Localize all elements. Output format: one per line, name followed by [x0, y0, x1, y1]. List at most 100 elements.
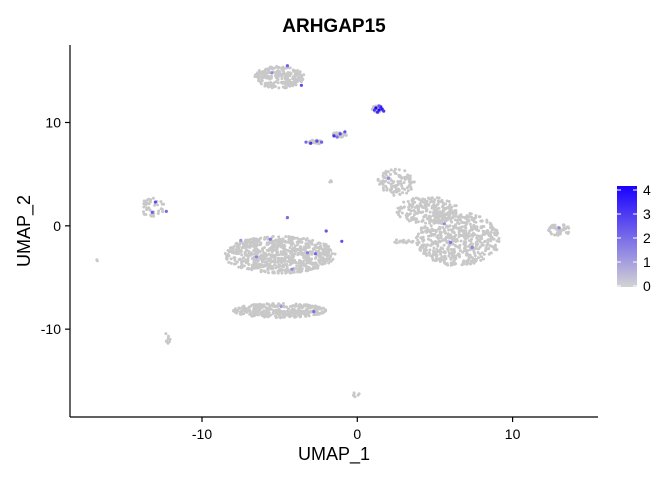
cell-point — [425, 226, 429, 230]
cell-point — [437, 200, 441, 204]
cell-point — [468, 253, 472, 257]
cell-point — [276, 250, 280, 254]
expressed-cell-point — [372, 108, 376, 112]
cell-point — [276, 78, 280, 82]
cell-point — [480, 219, 484, 223]
cell-point — [454, 214, 458, 218]
cell-point — [444, 235, 448, 239]
cell-point — [263, 263, 267, 267]
cell-point — [445, 225, 449, 229]
cell-point — [289, 72, 293, 76]
expressed-cell-point — [386, 176, 390, 180]
cell-point — [281, 252, 284, 256]
cell-point — [294, 267, 298, 271]
cell-point — [265, 84, 269, 87]
cell-point — [495, 239, 499, 243]
cell-point — [421, 200, 425, 204]
cell-point — [457, 232, 461, 236]
cell-point — [447, 245, 450, 249]
cell-point — [442, 230, 446, 234]
cell-point — [281, 68, 284, 72]
cell-point — [424, 221, 428, 225]
cell-point — [427, 196, 430, 200]
cell-point — [237, 244, 241, 248]
cell-point — [277, 253, 281, 257]
cell-point — [285, 264, 289, 268]
cell-point — [259, 236, 263, 240]
cell-point — [240, 265, 244, 269]
cell-point — [156, 203, 159, 207]
cell-point — [459, 218, 463, 222]
legend-colorbar — [617, 186, 637, 287]
cell-point — [301, 305, 304, 309]
cell-point — [247, 251, 251, 255]
cell-point — [298, 258, 301, 262]
cell-point — [449, 256, 453, 260]
cell-point — [424, 206, 428, 210]
cell-point — [476, 251, 480, 254]
cell-point — [458, 214, 462, 218]
cell-point — [316, 249, 320, 253]
cell-point — [399, 179, 403, 183]
cell-point — [149, 198, 153, 202]
cell-point — [489, 230, 493, 234]
cell-point — [478, 240, 482, 244]
cell-point — [252, 260, 256, 264]
cell-point — [242, 312, 246, 316]
cell-point — [562, 227, 566, 230]
cell-point — [397, 213, 401, 217]
cell-point — [282, 243, 286, 247]
cell-point — [468, 234, 471, 238]
cell-point — [489, 239, 493, 243]
cell-point — [447, 205, 451, 209]
expressed-cell-point — [313, 252, 317, 256]
cell-point — [251, 244, 255, 248]
cell-point — [438, 260, 442, 263]
cell-point — [261, 310, 265, 314]
cell-point — [553, 233, 557, 237]
cell-point — [395, 187, 399, 191]
cell-point — [284, 235, 288, 239]
cell-point — [279, 72, 283, 76]
expressed-cell-point — [377, 104, 381, 108]
cell-point — [306, 241, 310, 245]
cell-point — [414, 236, 418, 240]
cell-point — [305, 237, 309, 241]
cell-point — [247, 262, 251, 266]
cell-point — [439, 231, 442, 235]
cell-point — [429, 234, 433, 238]
cell-point — [319, 261, 323, 265]
cell-point — [288, 239, 292, 243]
cell-point — [225, 257, 229, 261]
cell-point — [316, 266, 320, 270]
cell-point — [268, 65, 272, 69]
cell-point — [237, 252, 241, 256]
cell-point — [426, 203, 430, 207]
x-axis-label: UMAP_1 — [298, 444, 370, 465]
cell-point — [417, 241, 421, 244]
cell-point — [284, 252, 288, 255]
cell-point — [436, 219, 440, 223]
cell-point — [441, 219, 445, 222]
cell-point — [457, 252, 461, 256]
cell-point — [551, 223, 555, 227]
cell-point — [466, 249, 469, 253]
cell-point — [261, 263, 264, 267]
cell-point — [433, 198, 437, 202]
cell-point — [271, 302, 275, 306]
cell-point — [246, 267, 249, 271]
cell-point — [264, 72, 268, 76]
cell-point — [455, 237, 459, 241]
cell-point — [442, 227, 446, 231]
cell-point — [467, 219, 471, 222]
cell-point — [327, 261, 331, 265]
cell-point — [487, 247, 491, 251]
cell-point — [142, 210, 145, 214]
cell-point — [288, 257, 292, 261]
cell-point — [488, 251, 492, 255]
cell-point — [287, 235, 291, 239]
cell-point — [389, 178, 393, 182]
cell-point — [416, 238, 420, 242]
cell-point — [276, 66, 280, 70]
cell-point — [264, 311, 268, 315]
